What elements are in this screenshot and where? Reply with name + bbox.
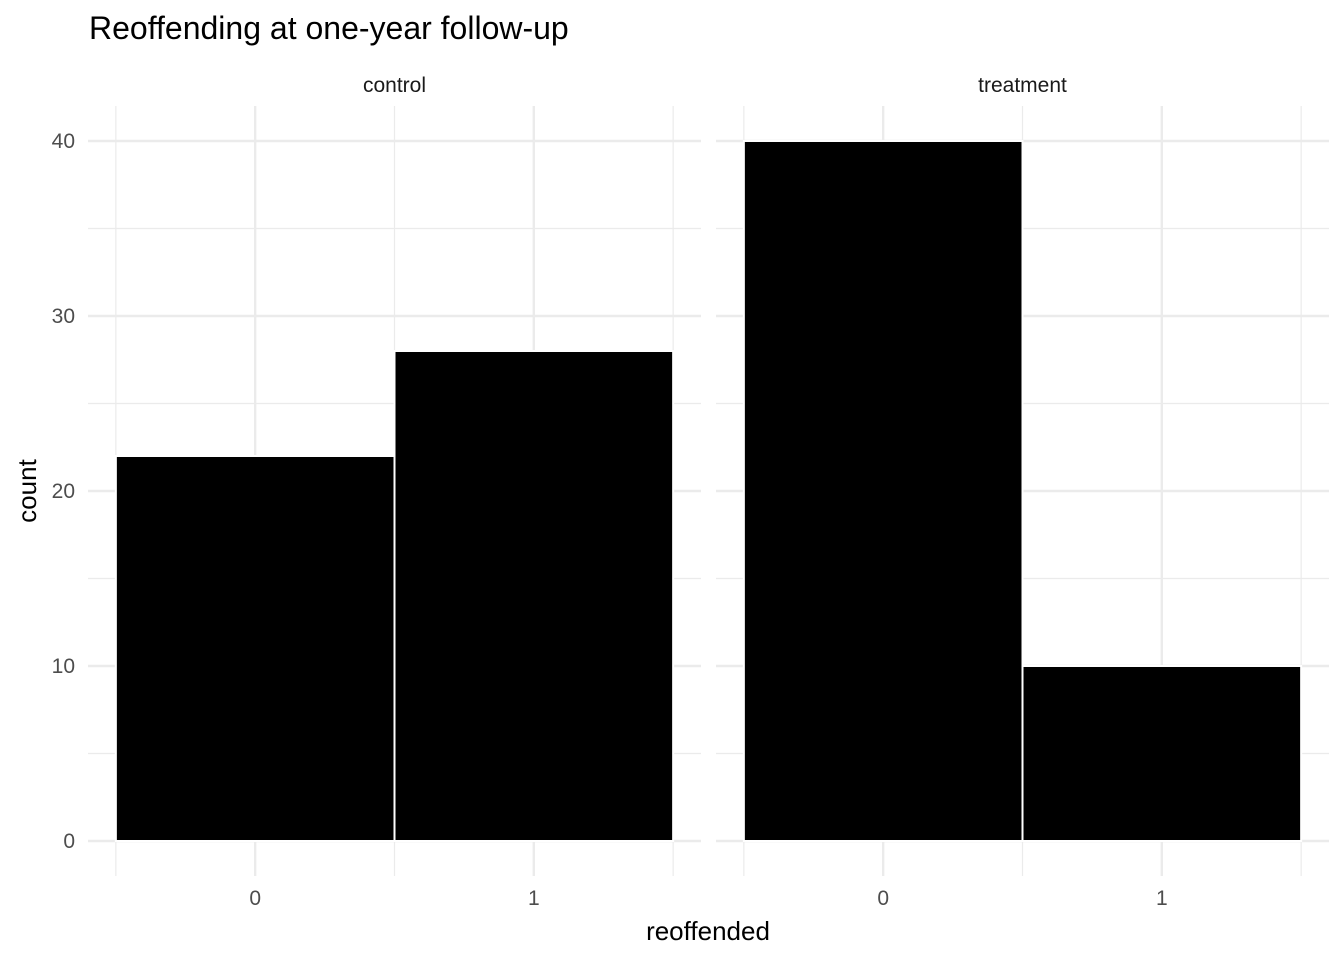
facet-strip-label: control: [363, 74, 426, 97]
y-axis-title: count: [12, 458, 42, 522]
y-tick-label: 10: [52, 655, 75, 678]
facet-panels: control 0 1 treatment 0 1: [88, 74, 1329, 910]
facet-strip-label: treatment: [978, 74, 1067, 97]
bar-treatment-0: [742, 140, 1024, 842]
y-tick-label: 40: [52, 130, 75, 153]
y-tick-label: 0: [63, 830, 75, 853]
bar-treatment-1: [1021, 665, 1303, 842]
x-tick-label: 0: [877, 887, 889, 910]
bar-control-0: [114, 455, 396, 842]
chart-title: Reoffending at one-year follow-up: [89, 10, 569, 46]
bar-control-1: [393, 350, 675, 842]
facet-panel-treatment: treatment 0 1: [716, 74, 1329, 910]
y-axis: 0 10 20 30 40: [52, 130, 75, 853]
x-tick-label: 1: [1156, 887, 1168, 910]
y-tick-label: 30: [52, 305, 75, 328]
facet-panel-control: control 0 1: [88, 74, 701, 910]
x-tick-label: 0: [249, 887, 261, 910]
x-axis-title: reoffended: [646, 916, 770, 946]
y-tick-label: 20: [52, 480, 75, 503]
x-tick-label: 1: [528, 887, 540, 910]
